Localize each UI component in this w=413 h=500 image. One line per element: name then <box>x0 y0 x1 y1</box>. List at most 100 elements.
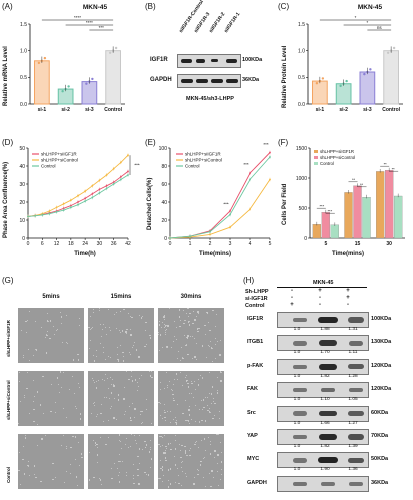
panel-h-blot-strip <box>277 312 369 328</box>
panel-a-point <box>67 85 70 88</box>
cell-speck <box>219 417 221 419</box>
panel-f-sig-label: ** <box>384 161 388 166</box>
panel-h-band <box>347 434 365 440</box>
cell-speck <box>62 435 64 437</box>
panel-d-legend-label: Control <box>41 164 56 169</box>
cell-speck <box>195 441 197 444</box>
panel-b-band <box>196 78 208 83</box>
cell-speck <box>131 347 134 349</box>
panel-c-xtick-label: si-3 <box>363 107 372 113</box>
cell-speck <box>24 437 26 439</box>
cell-speck <box>162 474 164 476</box>
cell-speck <box>35 348 37 350</box>
panel-a-point <box>114 46 118 50</box>
cell-speck <box>78 441 80 444</box>
cell-speck <box>215 313 217 315</box>
cell-speck <box>99 342 101 345</box>
cell-speck <box>110 330 112 332</box>
cell-speck <box>34 396 36 398</box>
cell-speck <box>204 450 206 452</box>
panel-b-blot: siIGF1R-Control siIGF1R-3 siIGF1R-2 siIGF1R… <box>145 0 275 110</box>
cell-speck <box>19 380 21 382</box>
cell-speck <box>44 434 46 436</box>
cell-speck <box>173 335 175 337</box>
panel-e-xtick-label: 2 <box>209 241 212 247</box>
panel-h-band <box>348 387 364 393</box>
panel-h-kda-label: 120KDa <box>371 386 392 393</box>
cell-speck <box>65 445 67 447</box>
panel-h-condition-sign: - <box>291 288 293 294</box>
cell-speck <box>138 356 140 358</box>
panel-f-xtick-label: 30 <box>386 241 392 247</box>
cell-speck <box>149 447 152 449</box>
cell-speck <box>150 371 152 373</box>
cell-speck <box>91 327 93 329</box>
cell-speck <box>130 434 132 436</box>
cell-speck <box>118 394 120 396</box>
cell-speck <box>141 423 143 425</box>
cell-speck <box>137 469 139 471</box>
cell-speck <box>42 412 44 415</box>
cell-speck <box>180 320 182 322</box>
cell-speck <box>123 309 125 311</box>
cell-speck <box>48 320 50 322</box>
cell-speck <box>92 354 95 356</box>
cell-speck <box>75 407 78 409</box>
cell-speck <box>209 411 211 413</box>
cell-speck <box>33 354 35 357</box>
cell-speck <box>207 410 209 412</box>
cell-speck <box>173 419 175 421</box>
cell-speck <box>212 347 214 349</box>
cell-speck <box>36 349 38 351</box>
cell-speck <box>147 474 149 476</box>
panel-h-blot-label: Src <box>247 409 256 416</box>
cell-speck <box>56 329 58 331</box>
cell-speck <box>191 335 193 338</box>
panel-e-legend-label: shLHPP+siControl <box>185 158 222 163</box>
cell-speck <box>200 374 202 377</box>
cell-speck <box>202 477 204 479</box>
cell-speck <box>102 323 104 325</box>
cell-speck <box>164 334 167 336</box>
cell-speck <box>168 380 170 383</box>
cell-speck <box>187 383 189 385</box>
cell-speck <box>40 480 42 482</box>
cell-speck <box>55 477 57 479</box>
cell-speck <box>186 380 188 382</box>
cell-speck <box>53 325 55 327</box>
cell-speck <box>125 474 127 476</box>
cell-speck <box>41 438 43 440</box>
cell-speck <box>71 375 73 378</box>
cell-speck <box>213 456 216 458</box>
panel-e-xlabel: Time(mins) <box>199 251 231 257</box>
panel-h-band <box>318 340 338 347</box>
cell-speck <box>165 325 167 327</box>
cell-speck <box>182 412 184 414</box>
cell-speck <box>165 325 167 327</box>
cell-speck <box>95 387 97 389</box>
cell-speck <box>66 470 68 473</box>
cell-speck <box>206 311 208 313</box>
panel-a-ylabel: Relative mRNA Level <box>3 46 9 106</box>
cell-speck <box>212 397 214 399</box>
cell-speck <box>183 319 186 322</box>
cell-speck <box>221 468 223 470</box>
cell-speck <box>159 478 161 480</box>
cell-speck <box>198 327 200 329</box>
cell-speck <box>130 334 132 336</box>
cell-speck <box>33 421 35 423</box>
cell-speck <box>163 316 165 318</box>
cell-speck <box>108 398 111 400</box>
cell-speck <box>121 330 123 332</box>
panel-h-band <box>293 481 307 486</box>
cell-speck <box>172 397 174 400</box>
panel-h-band <box>348 341 364 346</box>
cell-speck <box>146 399 148 401</box>
cell-speck <box>211 360 214 362</box>
cell-speck <box>185 343 187 345</box>
cell-speck <box>180 449 182 452</box>
cell-speck <box>181 384 183 386</box>
cell-speck <box>94 442 97 444</box>
cell-speck <box>72 359 75 361</box>
panel-f-ytick-label: 500 <box>299 206 308 212</box>
